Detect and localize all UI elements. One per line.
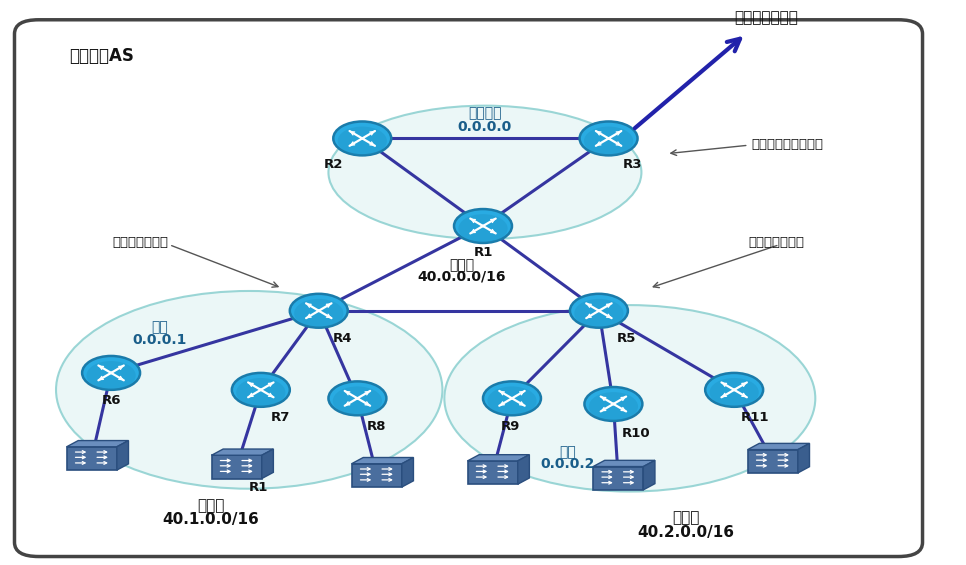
Circle shape <box>570 294 628 328</box>
Text: R5: R5 <box>616 332 636 345</box>
Text: 主干网: 主干网 <box>449 259 474 272</box>
Polygon shape <box>748 444 810 450</box>
Circle shape <box>259 389 263 391</box>
Circle shape <box>732 389 736 391</box>
Text: R6: R6 <box>101 394 121 407</box>
FancyBboxPatch shape <box>468 461 518 484</box>
Circle shape <box>584 387 642 421</box>
Circle shape <box>607 137 611 140</box>
Circle shape <box>328 381 386 415</box>
Circle shape <box>338 127 386 155</box>
Text: R9: R9 <box>500 420 520 433</box>
Circle shape <box>481 225 485 227</box>
Circle shape <box>510 397 514 399</box>
FancyBboxPatch shape <box>14 20 923 557</box>
Polygon shape <box>117 441 128 470</box>
FancyBboxPatch shape <box>212 455 262 479</box>
Text: 自治系统边界路由器: 自治系统边界路由器 <box>752 137 824 151</box>
Ellipse shape <box>56 291 442 489</box>
Text: R8: R8 <box>367 420 386 433</box>
Polygon shape <box>643 460 655 490</box>
Text: 河北省: 河北省 <box>672 511 699 525</box>
Text: R10: R10 <box>621 427 650 440</box>
Circle shape <box>355 397 359 399</box>
Polygon shape <box>593 460 655 467</box>
Circle shape <box>574 299 624 328</box>
Text: R3: R3 <box>623 158 642 171</box>
Polygon shape <box>402 458 413 487</box>
Circle shape <box>333 121 391 155</box>
Text: 区域边界路由器: 区域边界路由器 <box>749 236 805 250</box>
Text: 40.2.0.0/16: 40.2.0.0/16 <box>638 525 734 540</box>
FancyBboxPatch shape <box>593 467 643 490</box>
Circle shape <box>454 209 512 243</box>
Text: 主干区域: 主干区域 <box>469 106 501 120</box>
Circle shape <box>333 386 383 415</box>
Polygon shape <box>468 455 529 461</box>
Text: 自制系统AS: 自制系统AS <box>70 47 134 66</box>
Text: 区域: 区域 <box>559 445 577 459</box>
Ellipse shape <box>444 305 815 492</box>
Ellipse shape <box>328 106 641 239</box>
Circle shape <box>488 386 537 415</box>
Circle shape <box>109 372 113 374</box>
Text: 0.0.0.0: 0.0.0.0 <box>458 120 512 134</box>
Circle shape <box>290 294 348 328</box>
Text: 0.0.0.2: 0.0.0.2 <box>541 458 595 471</box>
Polygon shape <box>798 444 810 473</box>
Text: 至其他自制系统: 至其他自制系统 <box>734 11 798 25</box>
Circle shape <box>588 392 639 421</box>
Text: 40.0.0.0/16: 40.0.0.0/16 <box>417 270 506 284</box>
Circle shape <box>458 214 508 243</box>
Text: R7: R7 <box>270 411 290 424</box>
Text: 河南省: 河南省 <box>197 498 224 513</box>
Circle shape <box>360 137 364 140</box>
Text: R1: R1 <box>249 481 269 494</box>
Text: R4: R4 <box>333 332 353 345</box>
Text: 0.0.0.1: 0.0.0.1 <box>132 333 186 347</box>
Circle shape <box>597 310 601 312</box>
Circle shape <box>295 299 344 328</box>
Circle shape <box>580 121 638 155</box>
Text: R2: R2 <box>324 158 343 171</box>
Text: 40.1.0.0/16: 40.1.0.0/16 <box>162 512 259 527</box>
Circle shape <box>483 381 541 415</box>
Text: R1: R1 <box>473 246 493 259</box>
Circle shape <box>317 310 321 312</box>
FancyBboxPatch shape <box>352 464 402 487</box>
Circle shape <box>705 373 763 407</box>
Circle shape <box>583 127 634 155</box>
Polygon shape <box>352 458 413 464</box>
Polygon shape <box>212 449 273 455</box>
Text: R11: R11 <box>741 411 770 424</box>
FancyBboxPatch shape <box>748 450 798 473</box>
Circle shape <box>611 403 615 405</box>
Polygon shape <box>67 441 128 447</box>
Polygon shape <box>262 449 273 479</box>
Circle shape <box>236 378 286 407</box>
Circle shape <box>709 378 759 407</box>
Circle shape <box>232 373 290 407</box>
Circle shape <box>82 356 140 390</box>
Text: 区域: 区域 <box>151 321 168 334</box>
Circle shape <box>87 361 135 390</box>
Polygon shape <box>518 455 529 484</box>
Text: 区域边界路由器: 区域边界路由器 <box>112 236 168 250</box>
FancyBboxPatch shape <box>67 447 117 470</box>
